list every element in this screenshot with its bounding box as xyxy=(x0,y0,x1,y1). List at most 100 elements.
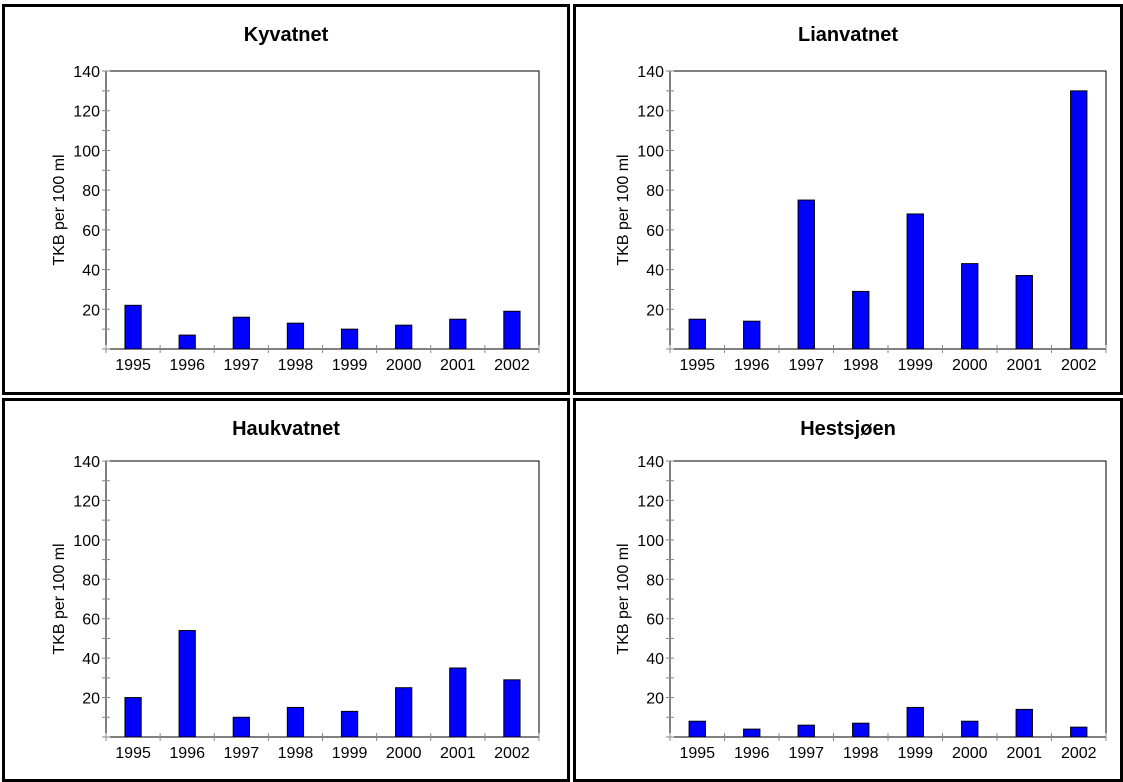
chart-panel-kyvatnet: Kyvatnet 20 40 60 80 100 120 140 TKB per 100 ml… xyxy=(2,4,570,395)
x-tick-label: 2000 xyxy=(952,745,988,762)
chart-panel-hestsjoen: Hestsjøen 20 40 60 80 100 120 140 TKB per 100 m… xyxy=(573,398,1123,782)
bar xyxy=(1070,726,1088,738)
y-tick-label: 20 xyxy=(82,302,100,319)
bar xyxy=(797,724,815,738)
y-tick-label: 120 xyxy=(637,493,664,510)
bar xyxy=(906,706,924,738)
bar xyxy=(852,290,870,350)
x-tick-label: 1997 xyxy=(224,745,260,762)
y-tick-label: 120 xyxy=(73,104,100,121)
x-tick-label: 1996 xyxy=(169,357,205,374)
x-tick-label: 2001 xyxy=(440,745,476,762)
y-tick-label: 60 xyxy=(646,223,664,240)
bar xyxy=(1015,275,1033,350)
y-axis-label: TKB per 100 ml xyxy=(51,543,68,654)
x-tick-label: 1995 xyxy=(679,745,715,762)
bar-chart: 20 40 60 80 100 120 140 TKB per 100 ml 1995 1996 1… xyxy=(615,454,1107,762)
bar xyxy=(797,199,815,350)
bar xyxy=(503,679,521,738)
y-tick-label: 140 xyxy=(73,454,100,471)
y-tick-label: 80 xyxy=(646,572,664,589)
bar xyxy=(852,722,870,738)
x-tick-label: 2000 xyxy=(952,357,988,374)
bar xyxy=(743,728,761,738)
x-tick-label: 1998 xyxy=(843,357,879,374)
bar xyxy=(395,324,413,350)
x-tick-label: 2002 xyxy=(494,745,530,762)
bar xyxy=(340,710,359,738)
y-tick-label: 140 xyxy=(637,64,664,81)
y-axis-label: TKB per 100 ml xyxy=(615,543,632,654)
y-tick-label: 100 xyxy=(637,533,664,550)
bar xyxy=(688,318,706,350)
y-tick-label: 80 xyxy=(82,183,100,200)
bar xyxy=(124,304,142,350)
bar-chart: 20 40 60 80 100 120 140 TKB per 100 ml 1995 1996 1… xyxy=(51,454,540,762)
chart-title: Hestsjøen xyxy=(800,418,896,440)
y-tick-label: 60 xyxy=(82,612,100,629)
x-tick-label: 1996 xyxy=(734,745,770,762)
x-tick-label: 2000 xyxy=(386,357,422,374)
y-tick-label: 40 xyxy=(82,651,100,668)
y-axis-label: TKB per 100 ml xyxy=(51,154,68,265)
bar xyxy=(961,720,979,738)
bar xyxy=(1015,708,1033,738)
x-tick-label: 2001 xyxy=(1006,357,1042,374)
y-tick-label: 100 xyxy=(637,143,664,160)
bar-chart: 20 40 60 80 100 120 140 TKB per 100 ml 1995 1996 1… xyxy=(51,64,540,374)
x-tick-label: 1995 xyxy=(679,357,715,374)
bar xyxy=(449,318,467,350)
x-tick-label: 1999 xyxy=(897,357,933,374)
bar xyxy=(906,213,924,350)
y-tick-label: 100 xyxy=(73,533,100,550)
bar xyxy=(232,716,250,738)
y-tick-label: 20 xyxy=(82,691,100,708)
y-tick-label: 80 xyxy=(82,572,100,589)
x-tick-label: 2002 xyxy=(494,357,530,374)
x-tick-label: 1996 xyxy=(734,357,770,374)
y-tick-label: 140 xyxy=(73,64,100,81)
bar xyxy=(340,328,359,350)
chart-title: Kyvatnet xyxy=(243,24,329,46)
y-tick-label: 40 xyxy=(646,651,664,668)
x-tick-label: 2001 xyxy=(440,357,476,374)
bar xyxy=(688,720,706,738)
bar xyxy=(178,334,196,350)
y-tick-label: 20 xyxy=(646,691,664,708)
bar xyxy=(286,322,305,350)
y-axis-label: TKB per 100 ml xyxy=(615,154,632,265)
x-tick-label: 1998 xyxy=(278,357,314,374)
chart-panel-haukvatnet: Haukvatnet 20 40 60 80 100 120 140 TKB per 100 … xyxy=(2,398,570,782)
chart-panel-lianvatnet: Lianvatnet 20 40 60 80 100 120 140 TKB per 100 … xyxy=(573,4,1123,395)
bar xyxy=(286,706,305,738)
x-tick-label: 1998 xyxy=(843,745,879,762)
bar-chart: 20 40 60 80 100 120 140 TKB per 100 ml 1995 1996 1… xyxy=(615,64,1107,374)
x-tick-label: 1998 xyxy=(278,745,314,762)
y-tick-label: 140 xyxy=(637,454,664,471)
y-tick-label: 120 xyxy=(73,493,100,510)
bar xyxy=(232,316,250,350)
y-tick-label: 80 xyxy=(646,183,664,200)
plot-frame xyxy=(105,460,540,738)
chart-title: Lianvatnet xyxy=(797,24,899,46)
x-tick-label: 1999 xyxy=(332,357,368,374)
y-tick-label: 100 xyxy=(73,143,100,160)
y-tick-label: 20 xyxy=(646,302,664,319)
bar xyxy=(743,320,761,350)
x-tick-label: 1997 xyxy=(788,357,824,374)
x-tick-label: 1997 xyxy=(224,357,260,374)
x-tick-label: 1997 xyxy=(788,745,824,762)
x-tick-label: 1995 xyxy=(115,745,151,762)
bar xyxy=(178,630,196,738)
chart-title: Haukvatnet xyxy=(232,418,340,440)
x-tick-label: 1999 xyxy=(897,745,933,762)
bar xyxy=(395,687,413,738)
x-tick-label: 1995 xyxy=(115,357,151,374)
bar xyxy=(449,667,467,738)
bar xyxy=(961,263,979,350)
x-tick-label: 2000 xyxy=(386,745,422,762)
x-tick-label: 2002 xyxy=(1061,745,1097,762)
plot-frame xyxy=(669,70,1107,350)
bar xyxy=(124,697,142,738)
y-tick-label: 60 xyxy=(646,612,664,629)
